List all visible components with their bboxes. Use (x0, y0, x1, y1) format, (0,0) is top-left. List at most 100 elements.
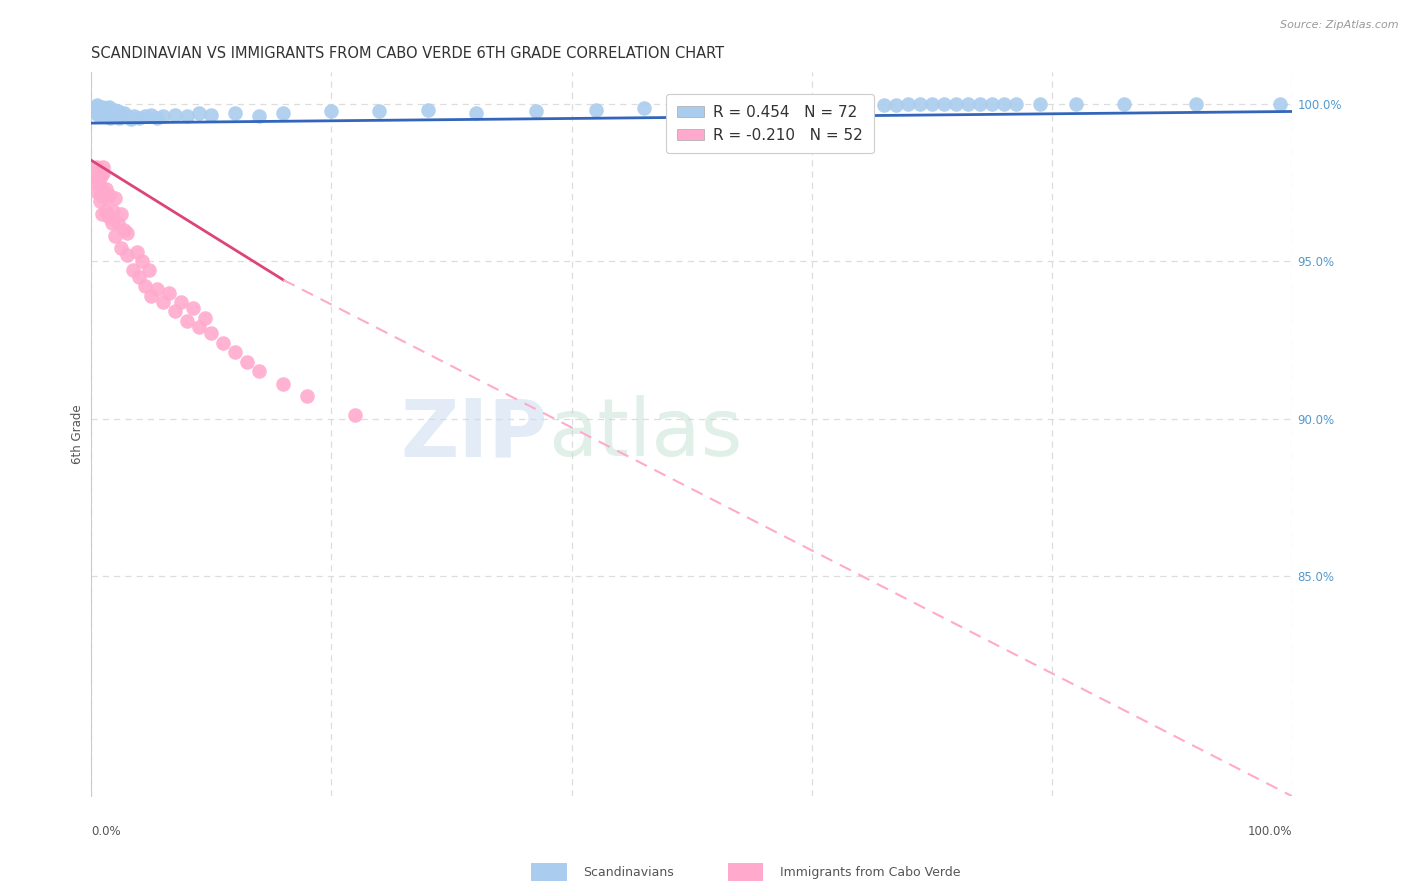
Point (1029, 96, 1052, 111)
Point (157, 285, 180, 300)
Point (104, 228, 127, 243)
Point (128, 111, 150, 125)
Point (297, 389, 319, 403)
Point (176, 109, 198, 123)
Point (368, 104, 391, 119)
Point (146, 282, 169, 296)
Point (176, 314, 198, 328)
Point (194, 310, 217, 325)
Point (131, 254, 153, 268)
Point (1005, 96, 1028, 111)
Point (152, 109, 174, 123)
Point (89, 178, 111, 193)
Point (115, 248, 138, 262)
Point (945, 96, 967, 111)
Point (1185, 96, 1208, 111)
Point (908, 97, 931, 112)
Point (188, 320, 211, 334)
Point (101, 203, 124, 218)
Point (98, 210, 121, 224)
Point (86, 185, 108, 199)
Point (90, 109, 112, 123)
Text: SCANDINAVIAN VS IMMIGRANTS FROM CABO VERDE 6TH GRADE CORRELATION CHART: SCANDINAVIAN VS IMMIGRANTS FROM CABO VER… (91, 46, 724, 62)
Text: ZIP: ZIP (401, 395, 548, 474)
Legend: R = 0.454   N = 72, R = -0.210   N = 52: R = 0.454 N = 72, R = -0.210 N = 52 (666, 95, 873, 153)
Point (765, 99, 787, 113)
Point (86, 106, 108, 120)
Point (86, 98, 108, 112)
Y-axis label: 6th Grade: 6th Grade (72, 404, 84, 464)
Point (181, 301, 204, 316)
Point (90, 104, 112, 119)
Point (993, 96, 1015, 111)
Point (120, 112, 142, 127)
Point (200, 326, 222, 341)
Point (90, 169, 112, 183)
Point (273, 106, 295, 120)
Point (94, 101, 117, 115)
Point (98, 188, 121, 202)
Point (87, 172, 110, 186)
Point (91, 160, 114, 174)
Point (224, 345, 246, 359)
Point (91, 207, 114, 221)
Point (728, 100, 751, 114)
Point (416, 103, 439, 117)
Point (110, 207, 132, 221)
Point (112, 106, 135, 120)
Point (83, 175, 105, 189)
Point (108, 111, 131, 125)
Point (87, 107, 110, 121)
Point (884, 97, 907, 112)
Text: Source: ZipAtlas.com: Source: ZipAtlas.com (1281, 20, 1399, 29)
Text: 100.0%: 100.0% (1249, 825, 1292, 838)
Point (170, 295, 193, 310)
Text: atlas: atlas (548, 395, 742, 474)
Point (524, 104, 547, 119)
Text: Scandinavians: Scandinavians (583, 866, 675, 879)
Point (96, 191, 118, 205)
Point (1064, 96, 1087, 111)
Point (91, 103, 114, 117)
Point (97, 109, 120, 123)
Point (110, 242, 132, 256)
Point (981, 96, 1004, 111)
Point (849, 98, 872, 112)
Point (141, 107, 163, 121)
Point (84, 166, 107, 180)
Point (273, 376, 295, 391)
Point (134, 279, 156, 293)
Point (212, 335, 235, 350)
Point (585, 103, 607, 117)
Point (825, 98, 848, 112)
Point (94, 181, 117, 195)
Point (957, 96, 980, 111)
Point (122, 263, 145, 277)
Point (104, 191, 127, 205)
Point (94, 203, 117, 218)
Point (86, 160, 108, 174)
Point (921, 96, 943, 111)
Point (236, 355, 259, 369)
Point (141, 288, 163, 302)
Point (633, 101, 655, 115)
Point (93, 107, 115, 121)
Point (101, 107, 124, 121)
Point (103, 103, 125, 117)
Point (200, 107, 222, 121)
Point (115, 226, 138, 240)
Point (146, 111, 169, 125)
Point (224, 106, 246, 120)
Point (107, 216, 129, 230)
Point (104, 109, 127, 123)
Point (152, 295, 174, 310)
Point (344, 409, 367, 423)
Point (91, 106, 114, 120)
Point (321, 104, 343, 119)
Point (98, 100, 121, 114)
Text: Immigrants from Cabo Verde: Immigrants from Cabo Verde (780, 866, 960, 879)
Point (105, 106, 128, 120)
Point (165, 107, 187, 121)
Point (134, 109, 156, 123)
Point (89, 101, 111, 115)
